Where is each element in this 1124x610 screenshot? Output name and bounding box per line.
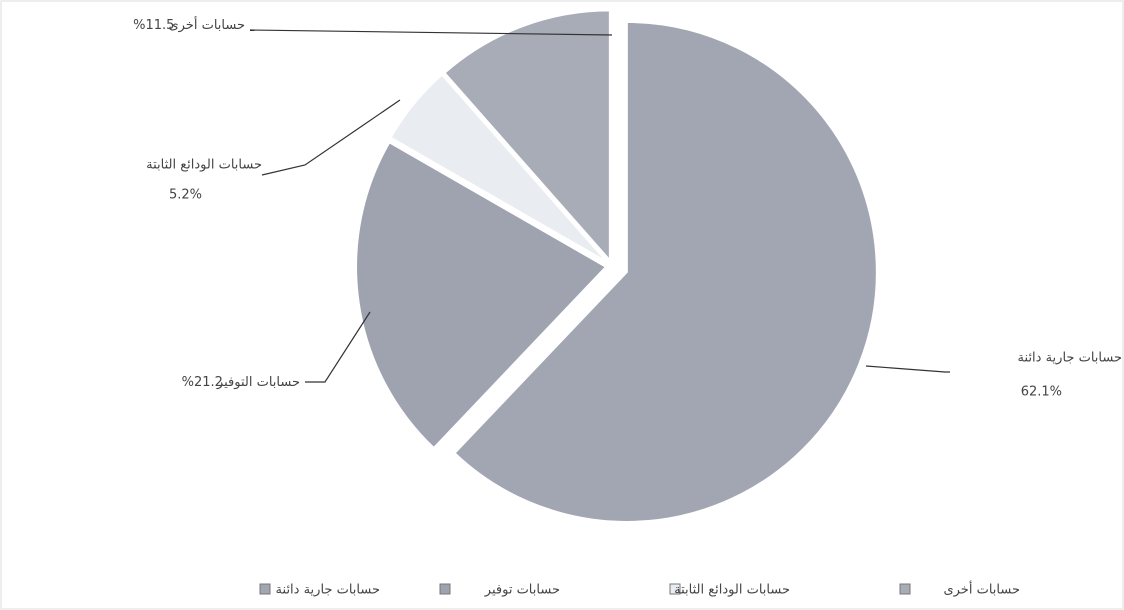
legend-swatch [669, 583, 681, 595]
leader-line [305, 311, 371, 383]
data-label-name: حسابات جارية دائنة [1018, 351, 1122, 366]
pie-slice [355, 140, 608, 450]
legend-label: حسابات أخرى [943, 581, 1020, 598]
data-label-value: 62.1% [1021, 385, 1062, 400]
data-label-name: حسابات الودائع الثابتة [146, 158, 262, 173]
leader-line [865, 365, 950, 373]
data-label-value: 5.2% [169, 188, 202, 203]
pie-slice [389, 73, 609, 264]
legend-label: حسابات جارية دائنة [276, 583, 380, 598]
data-label-name: حسابات أخرى [168, 16, 245, 33]
legend-swatch [259, 583, 271, 595]
legend-label: حسابات توفير [484, 583, 560, 598]
legend-swatch [439, 583, 451, 595]
pie-slice [443, 9, 611, 264]
leader-line [261, 99, 401, 176]
data-label-name: حسابات التوفير [216, 375, 300, 390]
pie-slice [453, 20, 878, 523]
legend-swatch [899, 583, 911, 595]
data-label-value: 11.5% [133, 18, 174, 33]
leader-line [249, 29, 613, 36]
data-label: حسابات التوفير21.2% [182, 375, 300, 390]
data-label-value: 21.2% [182, 375, 223, 390]
legend-label: حسابات الودائع الثابتة [674, 583, 790, 598]
data-label: حسابات أخرى11.5% [133, 16, 245, 33]
